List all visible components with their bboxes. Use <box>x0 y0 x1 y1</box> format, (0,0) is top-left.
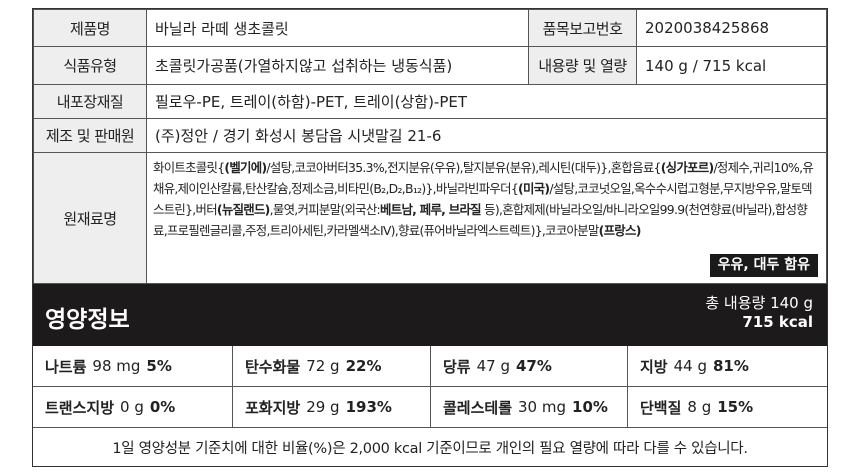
nutrient-amount: 47 g <box>476 357 510 375</box>
product-table: 제품명 바닐라 라떼 생초콜릿 품목보고번호 2020038425868 식품유형 초콜… <box>33 9 827 284</box>
footnote: 1일 영양성분 기준치에 대한 비율(%)은 2,000 kcal 기준이므로 … <box>112 440 748 457</box>
cell: 식품유형 <box>33 46 147 85</box>
nutrient-percent: 22% <box>345 357 382 375</box>
nutrient-name: 나트륨 <box>45 357 87 376</box>
cell: 2020038425868 <box>636 9 827 47</box>
nutrient-amount: 98 mg <box>92 357 141 375</box>
nutrient-name: 단백질 <box>640 398 682 417</box>
cell: (주)정안 / 경기 화성시 봉담읍 시냇말길 21-6 <box>146 118 827 153</box>
nutrient-amount: 0 g <box>120 398 144 416</box>
nutrient-percent: 47% <box>516 357 552 375</box>
nutrient-cell: 지방 44 g 81% <box>628 346 827 387</box>
text-run: 등),혼합제제(바닐라오일/바니라오일99.9(천연향료(바닐라),합성향료,프… <box>153 202 808 238</box>
text-run: 베트남, 페루, 브라질 <box>380 202 482 217</box>
text-run: /정제수,귀리10%,유채유,제이인산칼륨,탄산칼슘,정제소금,비타민(B₂,D… <box>153 160 814 196</box>
nutrient-cell: 콜레스테롤 30 mg 10% <box>431 387 628 428</box>
text-run: 화이트초콜릿{ <box>153 160 225 175</box>
nutrient-cell: 당류 47 g 47% <box>431 346 628 387</box>
nutrient-percent: 0% <box>149 398 176 416</box>
text-run: /설탕,코코넛오일,옥수수시럽고형분,무지방우유,말토덱스트린},버터 <box>153 181 813 217</box>
food-label: 제품명 바닐라 라떼 생초콜릿 품목보고번호 2020038425868 식품유형 초콜… <box>32 8 828 467</box>
text-run: ,물엿,커피분말(외국산: <box>269 202 381 217</box>
nutrient-cell: 나트륨 98 mg 5% <box>33 346 233 387</box>
nutrient-cell: 탄수화물 72 g 22% <box>233 346 431 387</box>
nutrient-percent: 81% <box>713 357 749 375</box>
text-run: (미국) <box>518 181 550 196</box>
nutrient-amount: 8 g <box>687 398 712 416</box>
nutrient-grid: 나트륨 98 mg 5% 탄수화물 72 g 22% 당류 47 g 47% 지방 44 g 81% 트… <box>33 346 827 428</box>
text-run: (뉴질랜드) <box>216 202 270 217</box>
nutrient-name: 당류 <box>443 357 471 376</box>
nutrition-title: 영양정보 <box>45 307 130 333</box>
allergy-badge: 우유, 대두 함유 <box>709 254 818 277</box>
nutrient-amount: 44 g <box>673 357 707 375</box>
cell: 140 g / 715 kcal <box>636 46 827 85</box>
nutrient-name: 탄수화물 <box>245 357 301 376</box>
text-run: (프랑스) <box>598 223 642 238</box>
total-calories: 715 kcal <box>742 313 813 331</box>
nutrient-amount: 72 g <box>306 357 340 375</box>
cell: 초콜릿가공품(가열하지않고 섭취하는 냉동식품) <box>146 46 529 85</box>
nutrient-cell: 트랜스지방 0 g 0% <box>33 387 233 428</box>
cell: 품목보고번호 <box>528 9 637 47</box>
cell: 제조 및 판매원 <box>33 118 147 153</box>
nutrient-name: 포화지방 <box>245 398 301 417</box>
nutrient-name: 콜레스테롤 <box>443 398 513 417</box>
nutrient-percent: 193% <box>345 398 392 416</box>
cell: 제품명 <box>33 9 147 47</box>
nutrition-header: 영양정보 총 내용량 140 g 715 kcal <box>33 284 827 346</box>
nutrient-amount: 30 mg <box>518 398 567 416</box>
text-run: (싱가포르) <box>660 160 714 175</box>
text-run: /설탕,코코아버터35.3%,전지분유(우유),탈지분유(분유),레시틴(대두)… <box>266 160 661 175</box>
nutrient-cell: 포화지방 29 g 193% <box>233 387 431 428</box>
total-amount: 총 내용량 140 g <box>705 294 813 312</box>
cell: 원재료명 <box>33 152 147 284</box>
cell: 필로우-PE, 트레이(하함)-PET, 트레이(상함)-PET <box>146 84 827 119</box>
nutrient-percent: 10% <box>572 398 608 416</box>
nutrient-name: 지방 <box>640 357 668 376</box>
nutrient-percent: 5% <box>146 357 172 375</box>
nutrient-percent: 15% <box>717 398 754 416</box>
cell: 내용량 및 열량 <box>528 46 637 85</box>
text-run: (벨기에) <box>224 160 267 175</box>
cell: 바닐라 라떼 생초콜릿 <box>146 9 529 47</box>
nutrition-total: 총 내용량 140 g 715 kcal <box>705 294 813 332</box>
cell: 내포장재질 <box>33 84 147 119</box>
ingredients-text: 화이트초콜릿{(벨기에)/설탕,코코아버터35.3%,전지분유(우유),탈지분유… <box>146 152 827 284</box>
nutrient-cell: 단백질 8 g 15% <box>628 387 827 428</box>
nutrient-name: 트랜스지방 <box>45 398 115 417</box>
nutrient-amount: 29 g <box>306 398 340 416</box>
